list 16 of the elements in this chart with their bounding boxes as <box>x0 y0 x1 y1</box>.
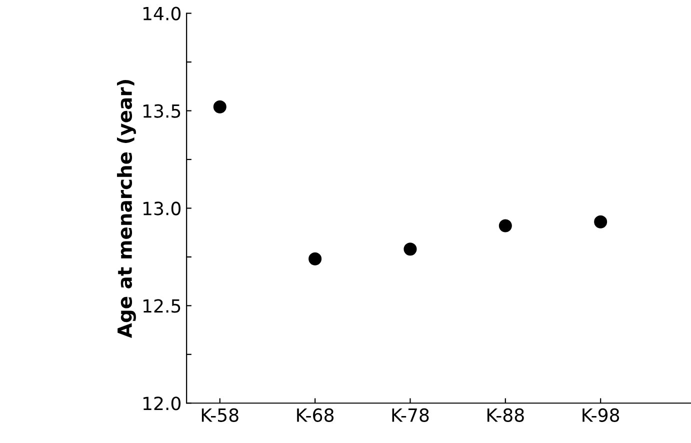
x-tick-label: K-58 <box>202 408 238 422</box>
x-tick-label: K-98 <box>582 408 620 422</box>
y-tick-label: 12.0 <box>143 396 181 410</box>
x-tick-label: K-78 <box>392 408 429 422</box>
point <box>404 242 417 256</box>
point <box>308 252 322 266</box>
y-axis-title: Age at menarche (year) <box>116 80 136 338</box>
x-tick-label: K-88 <box>487 408 524 422</box>
y-tick-label: 13.0 <box>143 202 181 216</box>
y-tick-label: 14.0 <box>143 6 181 20</box>
point <box>594 215 608 228</box>
point <box>213 100 226 114</box>
y-tick-label: 12.5 <box>143 299 180 313</box>
x-tick-label: K-68 <box>297 408 334 422</box>
y-tick-label: 13.5 <box>143 104 180 118</box>
point <box>498 219 512 232</box>
